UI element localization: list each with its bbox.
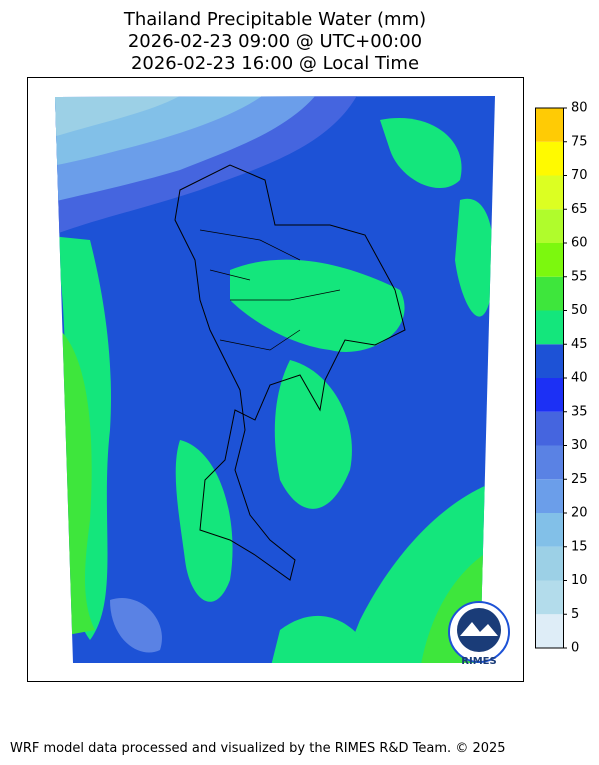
colorbar-tick-label: 55	[571, 269, 588, 284]
colorbar-tick-label: 10	[571, 573, 588, 588]
precip-field	[55, 96, 495, 663]
colorbar-tick-label: 60	[571, 236, 588, 251]
colorbar: 0 5 10 15 20 25 30 35 40 45 50 55 60 65 70 75 80	[535, 101, 588, 656]
title-line: 2026-02-23 09:00 @ UTC+00:00	[128, 31, 422, 52]
colorbar-segment	[535, 108, 563, 142]
colorbar-segment	[535, 479, 563, 513]
province-borders	[199, 229, 341, 351]
colorbar-segment	[535, 411, 563, 446]
colorbar-tick-label: 45	[571, 337, 588, 352]
title-line: 2026-02-23 16:00 @ Local Time	[131, 53, 419, 74]
logo-globe	[457, 608, 501, 652]
colorbar-segment	[535, 276, 563, 311]
colorbar-tick-label: 5	[571, 607, 579, 622]
logo-text: RIMES	[461, 656, 496, 667]
footer-text: WRF model data processed and visualized …	[10, 741, 506, 756]
colorbar-segment	[535, 310, 563, 345]
logo-mountain	[460, 622, 498, 636]
colorbar-tick-label: 40	[571, 371, 588, 386]
colorbar-tick-label: 70	[571, 168, 588, 183]
colorbar-tick-label: 80	[571, 101, 588, 116]
colorbar-segment	[535, 546, 563, 581]
colorbar-segment	[535, 175, 563, 210]
colorbar-tick-label: 25	[571, 472, 588, 487]
title-line: Thailand Precipitable Water (mm)	[123, 9, 426, 30]
colorbar-tick-label: 20	[571, 506, 588, 521]
colorbar-segment	[535, 141, 563, 176]
colorbar-segment	[535, 580, 563, 615]
colorbar-tick-label: 50	[571, 303, 588, 318]
colorbar-segment	[535, 209, 563, 243]
colorbar-segment	[535, 513, 563, 547]
colorbar-tick-label: 30	[571, 438, 588, 453]
colorbar-segment	[535, 243, 563, 277]
colorbar-tick-label: 75	[571, 134, 588, 149]
colorbar-tick-label: 0	[571, 641, 579, 656]
colorbar-segment	[535, 344, 563, 378]
colorbar-segment	[535, 445, 563, 480]
colorbar-tick-label: 35	[571, 404, 588, 419]
colorbar-tick-label: 15	[571, 539, 588, 554]
colorbar-segment	[535, 614, 563, 648]
country-border	[174, 164, 406, 581]
colorbar-tick-label: 65	[571, 202, 588, 217]
colorbar-segment	[535, 378, 563, 412]
logo: RIMES	[448, 601, 510, 667]
